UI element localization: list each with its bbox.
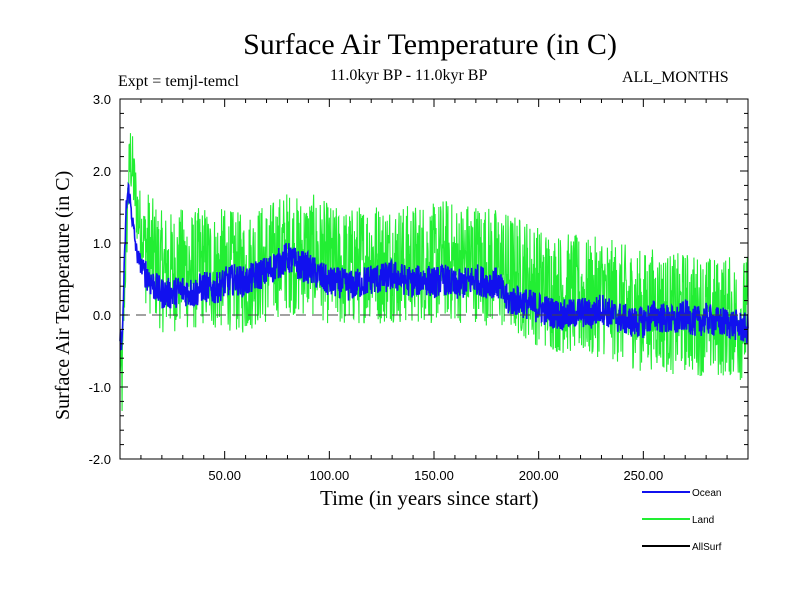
- axes-layer: 50.00 100.00 150.00 200.00 250.00 3.0 2.0 1.0 0.…: [89, 92, 748, 483]
- x-tick-label: 100.00: [309, 468, 349, 483]
- x-tick-label: 150.00: [414, 468, 454, 483]
- series-line-ocean: [119, 181, 749, 351]
- experiment-label: Expt = temjl-temcl: [118, 73, 239, 90]
- legend-label-allsurf: AllSurf: [692, 542, 722, 553]
- x-axis-label: Time (in years since start): [320, 486, 539, 510]
- x-tick-label: 50.00: [208, 468, 241, 483]
- legend: Ocean Land AllSurf: [642, 488, 722, 553]
- series-line-land: [119, 133, 749, 412]
- y-tick-label: 2.0: [93, 164, 111, 179]
- y-tick-label: -1.0: [89, 380, 111, 395]
- y-tick-label: -2.0: [89, 452, 111, 467]
- y-tick-label: 3.0: [93, 92, 111, 107]
- legend-label-ocean: Ocean: [692, 488, 721, 499]
- y-tick-label: 0.0: [93, 308, 111, 323]
- y-tick-label: 1.0: [93, 236, 111, 251]
- period-label: 11.0kyr BP - 11.0kyr BP: [330, 67, 488, 84]
- chart-title: Surface Air Temperature (in C): [243, 28, 617, 61]
- series-layer: [119, 133, 749, 412]
- x-tick-label: 200.00: [519, 468, 559, 483]
- legend-label-land: Land: [692, 515, 714, 526]
- months-label: ALL_MONTHS: [622, 69, 729, 86]
- x-tick-label: 250.00: [623, 468, 663, 483]
